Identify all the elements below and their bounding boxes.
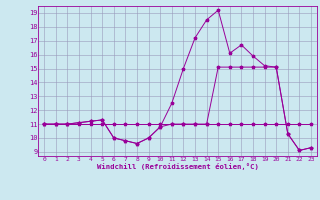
X-axis label: Windchill (Refroidissement éolien,°C): Windchill (Refroidissement éolien,°C) — [97, 163, 259, 170]
